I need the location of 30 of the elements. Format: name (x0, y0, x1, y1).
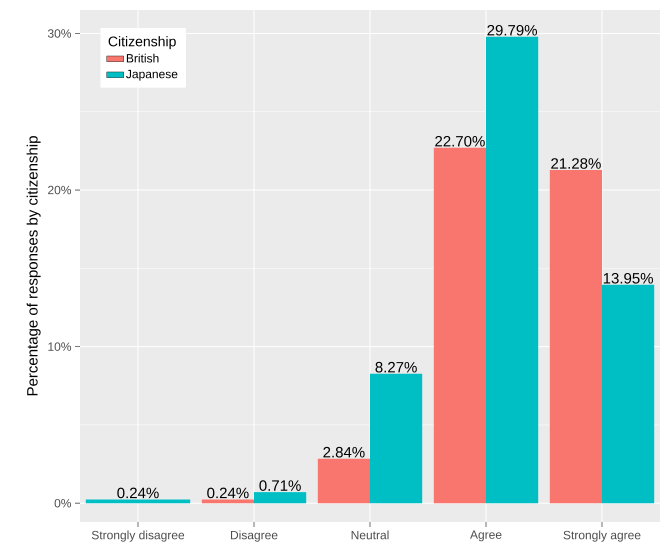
y-tick-label: 30% (48, 29, 72, 38)
x-tick-label: Agree (470, 530, 502, 542)
legend-title: Citizenship (108, 36, 176, 50)
x-tick-label: Strongly disagree (92, 530, 184, 542)
data-label: 8.27% (375, 362, 417, 373)
y-tick-label: 10% (48, 342, 72, 351)
bar (486, 36, 538, 504)
bar (602, 284, 654, 504)
data-label: 22.70% (435, 136, 485, 147)
data-label: 0.24% (207, 488, 249, 498)
y-tick-label: 0% (54, 498, 72, 508)
y-tick-label: 20% (48, 186, 72, 194)
bar (434, 148, 486, 504)
legend-label: British (126, 54, 158, 63)
data-label: 13.95% (604, 272, 653, 284)
bar (254, 492, 306, 504)
data-label: 29.79% (487, 24, 537, 36)
x-tick-label: Neutral (352, 530, 389, 540)
bar (318, 458, 370, 504)
x-tick-label: Disagree (230, 530, 278, 542)
data-label: 2.84% (323, 446, 365, 458)
data-label: 21.28% (551, 158, 601, 169)
bar (370, 374, 422, 504)
data-label: 0.71% (259, 480, 301, 491)
data-label: 0.24% (117, 488, 159, 498)
x-tick-label: Strongly agree (564, 530, 640, 542)
bar (550, 170, 602, 504)
bar (202, 499, 254, 504)
y-axis-title: Percentage of responses by citizenship (26, 136, 41, 396)
legend-label: Japanese (126, 70, 178, 81)
